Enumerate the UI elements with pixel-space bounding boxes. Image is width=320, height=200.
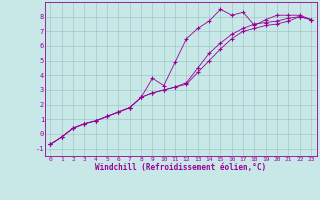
X-axis label: Windchill (Refroidissement éolien,°C): Windchill (Refroidissement éolien,°C) — [95, 163, 266, 172]
